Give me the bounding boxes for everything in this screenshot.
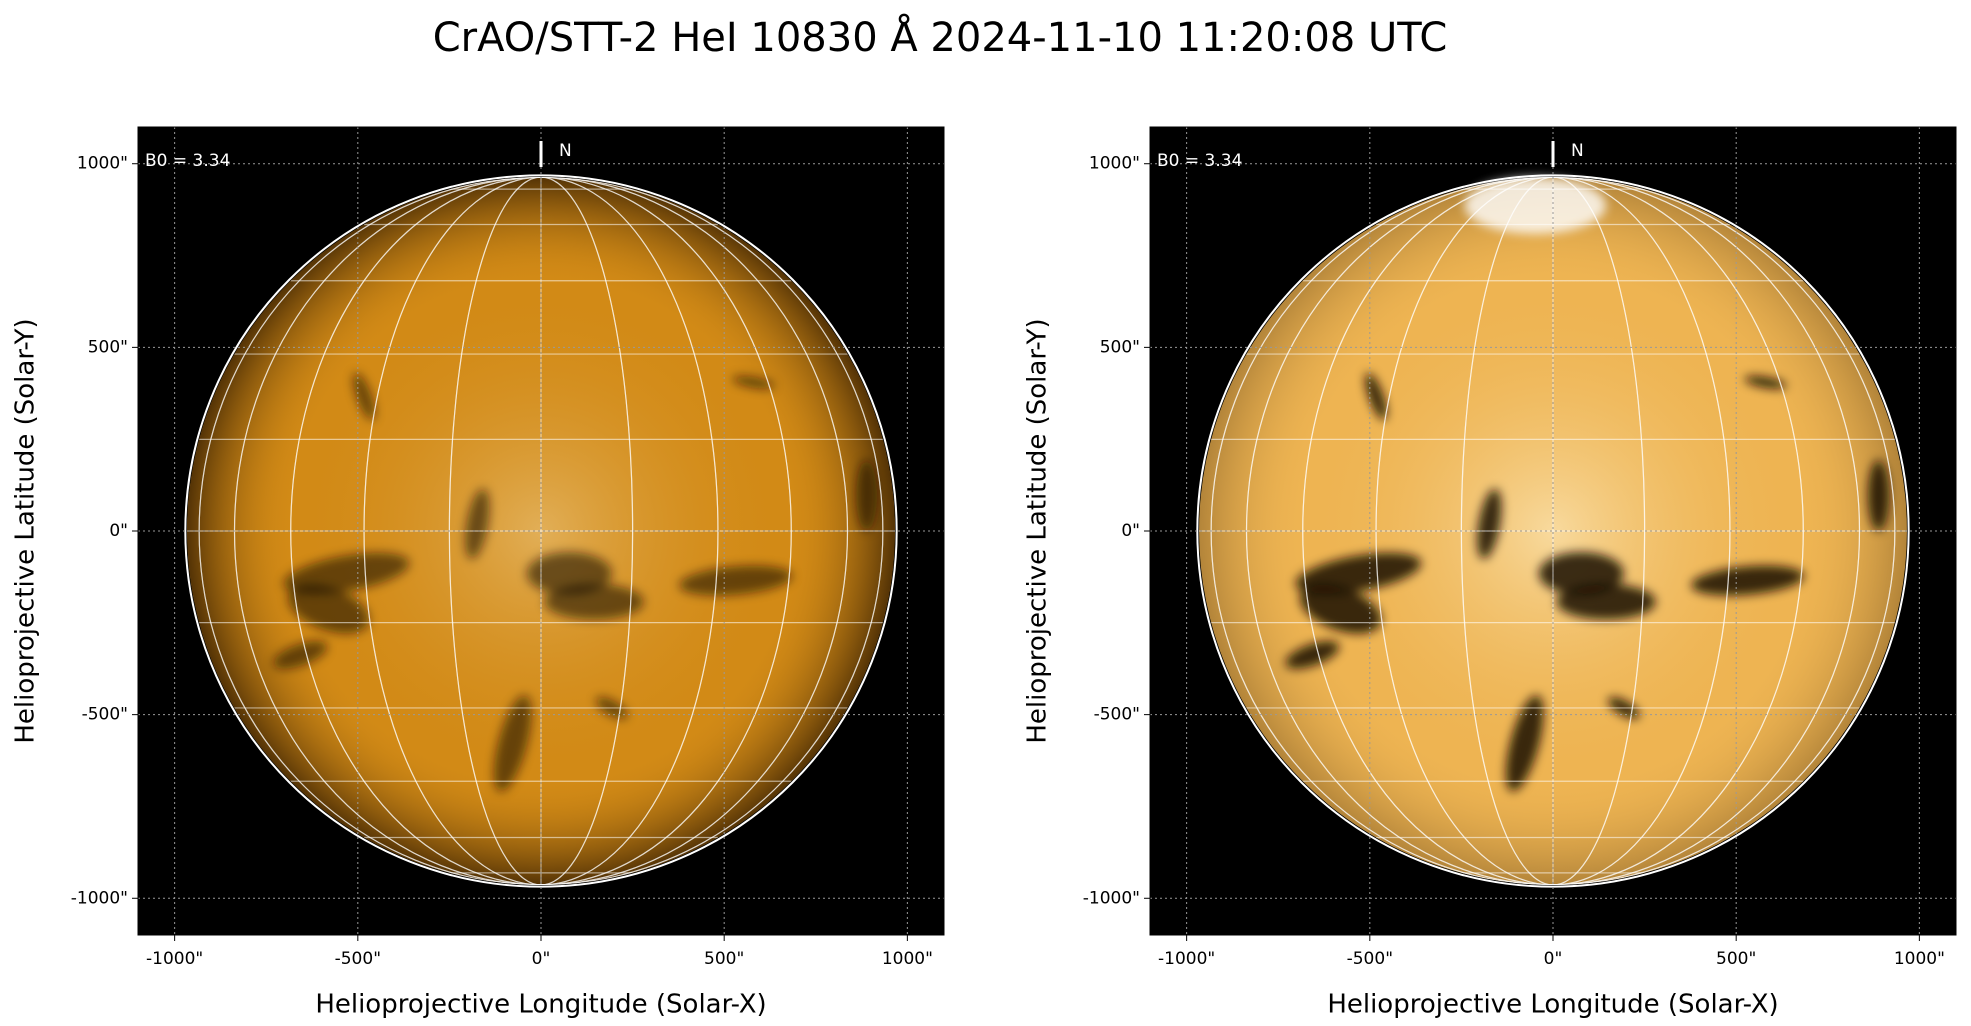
- y-tick-label: 0": [109, 521, 128, 541]
- x-tick-label: -500": [335, 949, 381, 969]
- y-tick-label: 500": [88, 337, 128, 357]
- panel: -1000" -500" 0" 500" 1000" -1000" -500" 0" 500" 1…: [1023, 126, 1957, 1020]
- axes-frame: [1149, 126, 1957, 936]
- filament: [1538, 552, 1624, 595]
- annotation: B0 = 3.34: [1157, 151, 1242, 171]
- filament: [353, 373, 375, 420]
- filament: [1505, 695, 1544, 792]
- limb: [1196, 174, 1910, 888]
- filament: [273, 640, 328, 669]
- annotation: N: [1571, 141, 1584, 161]
- x-tick-label: -1000": [146, 949, 203, 969]
- filament: [1744, 375, 1787, 389]
- x-tick-label: 0": [1544, 949, 1563, 969]
- y-axis-label: Helioprojective Latitude (Solar-Y): [1023, 318, 1053, 743]
- bright-cap: [1464, 177, 1607, 234]
- filament: [1300, 584, 1382, 634]
- filament: [679, 565, 793, 596]
- figure-title: CrAO/STT-2 HeI 10830 Å 2024-11-10 11:20:…: [433, 13, 1448, 61]
- filament: [1285, 640, 1340, 669]
- x-tick-label: -500": [1347, 949, 1393, 969]
- axes-frame: [137, 126, 945, 936]
- limb: [184, 174, 898, 888]
- filament: [526, 552, 612, 595]
- filaments: [1285, 373, 1890, 792]
- filament: [288, 584, 370, 634]
- panel: -1000" -500" 0" 500" 1000" -1000" -500" 0" 500" 1…: [11, 126, 945, 1020]
- filament: [732, 375, 775, 389]
- annotation: B0 = 3.34: [145, 151, 230, 171]
- x-tick-label: 1000": [1894, 949, 1945, 969]
- filament: [1556, 584, 1656, 620]
- x-tick-label: 0": [532, 949, 551, 969]
- x-tick-label: 500": [704, 949, 744, 969]
- x-axis-label: Helioprojective Longitude (Solar-X): [1327, 990, 1778, 1020]
- y-tick-label: -500": [82, 705, 128, 725]
- y-tick-label: 0": [1121, 521, 1140, 541]
- filament: [1365, 373, 1387, 420]
- y-tick-label: -1000": [1083, 888, 1140, 908]
- y-tick-label: 1000": [77, 154, 128, 174]
- filament: [544, 584, 644, 620]
- filament: [1867, 460, 1890, 531]
- filament: [493, 695, 532, 792]
- x-axis-label: Helioprojective Longitude (Solar-X): [315, 990, 766, 1020]
- filament: [1691, 565, 1805, 596]
- y-tick-label: 1000": [1089, 154, 1140, 174]
- y-axis-label: Helioprojective Latitude (Solar-Y): [11, 318, 41, 743]
- y-tick-label: 500": [1100, 337, 1140, 357]
- filament: [1295, 552, 1422, 595]
- filament: [1477, 489, 1502, 559]
- filaments: [273, 373, 878, 792]
- y-tick-label: -1000": [71, 888, 128, 908]
- x-tick-label: -1000": [1158, 949, 1215, 969]
- x-tick-label: 500": [1716, 949, 1756, 969]
- filament: [465, 489, 490, 559]
- filament: [855, 460, 878, 531]
- y-tick-label: -500": [1094, 705, 1140, 725]
- annotation: N: [559, 141, 572, 161]
- x-tick-label: 1000": [882, 949, 933, 969]
- filament: [283, 552, 410, 595]
